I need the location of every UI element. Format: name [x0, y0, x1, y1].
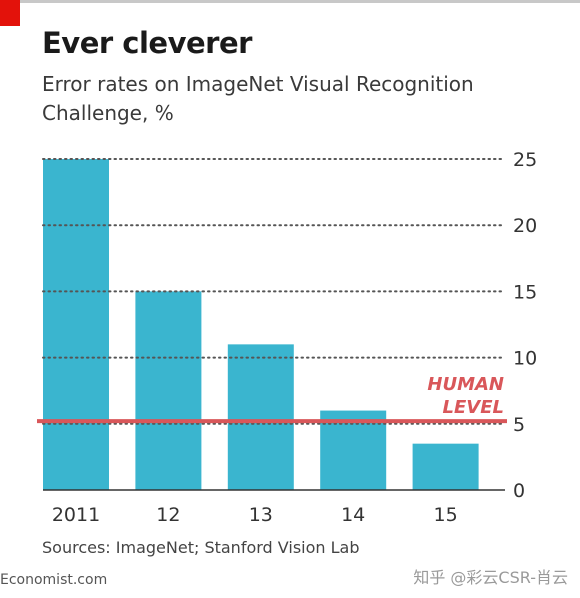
- y-tick-label-20: 20: [513, 215, 537, 237]
- brand-red-tag: [0, 0, 20, 26]
- x-tick-label-13: 13: [249, 504, 273, 526]
- source-note: Sources: ImageNet; Stanford Vision Lab: [42, 538, 360, 557]
- y-tick-label-25: 25: [513, 149, 537, 171]
- human-level-label: HUMAN: [427, 374, 504, 395]
- chart-subtitle: Error rates on ImageNet Visual Recogniti…: [42, 72, 474, 125]
- bar-2011: [43, 159, 109, 490]
- y-tick-label-15: 15: [513, 281, 537, 303]
- x-tick-label-14: 14: [341, 504, 365, 526]
- x-tick-label-2011: 2011: [52, 504, 100, 526]
- bar-15: [412, 443, 479, 490]
- y-tick-label-10: 10: [513, 348, 537, 370]
- y-tick-label-5: 5: [513, 414, 525, 436]
- top-rule: [0, 0, 580, 3]
- bar-12: [135, 291, 202, 490]
- y-tick-label-0: 0: [513, 480, 525, 502]
- x-tick-label-12: 12: [156, 504, 180, 526]
- human-level-label: LEVEL: [443, 397, 504, 418]
- x-tick-label-15: 15: [434, 504, 458, 526]
- brand-label: Economist.com: [0, 572, 108, 588]
- chart-title: Ever cleverer: [42, 26, 252, 60]
- bar-13: [227, 344, 294, 490]
- watermark: 知乎 @彩云CSR-肖云: [413, 568, 568, 587]
